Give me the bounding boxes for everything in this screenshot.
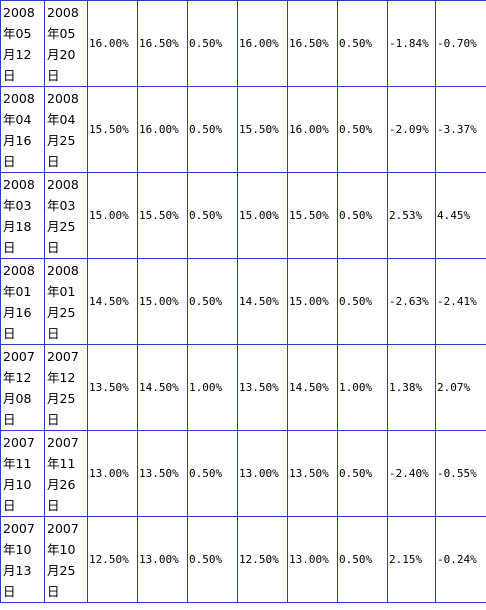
date-cell: 2007年10月25日: [44, 516, 88, 603]
rate-cell: 14.50%: [237, 258, 288, 345]
table-row: 2008年01月16日 2008年01月25日 14.50% 15.00% 0.50% 1…: [0, 258, 486, 345]
rate-cell: 0.50%: [187, 258, 238, 345]
date-cell: 2008年01月16日: [0, 258, 45, 345]
rate-cell: 13.00%: [287, 516, 338, 603]
rate-cell: -0.55%: [435, 430, 486, 517]
rate-cell: 13.00%: [87, 430, 138, 517]
rate-cell: 13.50%: [237, 344, 288, 431]
rate-cell: 13.50%: [137, 430, 188, 517]
rate-cell: 15.50%: [237, 86, 288, 173]
rate-cell: 15.00%: [137, 258, 188, 345]
date-cell: 2008年03月18日: [0, 172, 45, 259]
rate-cell: 4.45%: [435, 172, 486, 259]
date-cell: 2008年01月25日: [44, 258, 88, 345]
rate-cell: 2.53%: [387, 172, 436, 259]
rate-cell: 0.50%: [337, 0, 388, 87]
rate-cell: -2.40%: [387, 430, 436, 517]
rate-cell: 13.50%: [287, 430, 338, 517]
rate-cell: 0.50%: [337, 86, 388, 173]
rate-cell: 0.50%: [187, 516, 238, 603]
date-cell: 2008年04月16日: [0, 86, 45, 173]
table-row: 2008年05月12日 2008年05月20日 16.00% 16.50% 0.50% 1…: [0, 0, 486, 87]
rate-cell: 1.00%: [337, 344, 388, 431]
rate-cell: 15.50%: [287, 172, 338, 259]
table-row: 2007年11月10日 2007年11月26日 13.00% 13.50% 0.50% 1…: [0, 430, 486, 517]
rate-cell: 0.50%: [337, 516, 388, 603]
rate-cell: 12.50%: [237, 516, 288, 603]
rate-cell: 16.00%: [137, 86, 188, 173]
rate-cell: 0.50%: [337, 430, 388, 517]
rate-cell: 0.50%: [187, 86, 238, 173]
rate-cell: 0.50%: [187, 430, 238, 517]
table-row: 2007年10月13日 2007年10月25日 12.50% 13.00% 0.50% 1…: [0, 516, 486, 603]
rate-cell: 16.50%: [287, 0, 338, 87]
rate-cell: 16.00%: [87, 0, 138, 87]
rate-cell: 15.00%: [287, 258, 338, 345]
date-cell: 2008年05月20日: [44, 0, 88, 87]
rate-cell: 16.00%: [287, 86, 338, 173]
date-cell: 2007年10月13日: [0, 516, 45, 603]
rate-cell: 15.50%: [137, 172, 188, 259]
rate-cell: 1.00%: [187, 344, 238, 431]
rate-cell: 0.50%: [337, 258, 388, 345]
rate-cell: 15.00%: [87, 172, 138, 259]
date-cell: 2007年12月08日: [0, 344, 45, 431]
date-cell: 2008年03月25日: [44, 172, 88, 259]
rate-cell: 0.50%: [187, 0, 238, 87]
rate-cell: -2.63%: [387, 258, 436, 345]
rate-cell: 1.38%: [387, 344, 436, 431]
rate-cell: -3.37%: [435, 86, 486, 173]
rate-cell: 14.50%: [137, 344, 188, 431]
rate-cell: -2.09%: [387, 86, 436, 173]
rate-cell: 16.00%: [237, 0, 288, 87]
date-cell: 2008年05月12日: [0, 0, 45, 87]
rate-cell: -0.70%: [435, 0, 486, 87]
rate-cell: 2.15%: [387, 516, 436, 603]
rate-cell: 16.50%: [137, 0, 188, 87]
rate-cell: 15.50%: [87, 86, 138, 173]
table-row: 2007年12月08日 2007年12月25日 13.50% 14.50% 1.00% 1…: [0, 344, 486, 431]
rate-cell: 14.50%: [287, 344, 338, 431]
rate-cell: -0.24%: [435, 516, 486, 603]
date-cell: 2007年12月25日: [44, 344, 88, 431]
date-cell: 2008年04月25日: [44, 86, 88, 173]
table-row: 2008年04月16日 2008年04月25日 15.50% 16.00% 0.50% 1…: [0, 86, 486, 173]
rate-cell: 13.50%: [87, 344, 138, 431]
rate-cell: -1.84%: [387, 0, 436, 87]
rate-cell: 2.07%: [435, 344, 486, 431]
rate-cell: 0.50%: [187, 172, 238, 259]
table-row: 2008年03月18日 2008年03月25日 15.00% 15.50% 0.50% 1…: [0, 172, 486, 259]
date-cell: 2007年11月26日: [44, 430, 88, 517]
rate-cell: -2.41%: [435, 258, 486, 345]
rate-cell: 15.00%: [237, 172, 288, 259]
rate-cell: 12.50%: [87, 516, 138, 603]
rate-cell: 14.50%: [87, 258, 138, 345]
rate-cell: 13.00%: [137, 516, 188, 603]
rate-cell: 13.00%: [237, 430, 288, 517]
date-cell: 2007年11月10日: [0, 430, 45, 517]
rate-cell: 0.50%: [337, 172, 388, 259]
